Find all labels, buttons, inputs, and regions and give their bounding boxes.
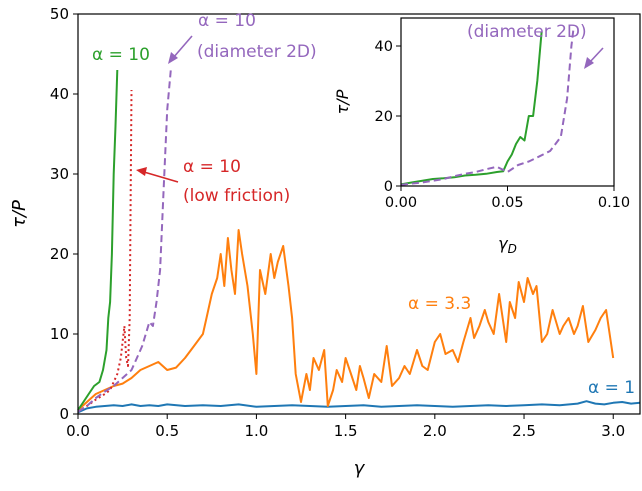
inset-background <box>399 16 616 188</box>
annotation-alpha10: α = 10 <box>92 45 150 65</box>
y-tick-label: 20 <box>50 245 69 263</box>
y-tick-label: 30 <box>50 165 69 183</box>
y-tick-label: 40 <box>50 85 69 103</box>
inset-series-line-alpha10 <box>400 31 543 186</box>
inset-arrow-head <box>584 57 594 69</box>
series-line-alpha10_low_friction <box>77 89 133 413</box>
inset-annotation-diameter2d: (diameter 2D) <box>467 22 587 42</box>
series-line-alpha1 <box>77 400 641 414</box>
arrow-low-friction-shaft <box>143 171 179 183</box>
x-tick-label: 2.5 <box>512 422 536 440</box>
arrow-diameter2d-head <box>168 52 178 64</box>
inset-y-tick-label: 40 <box>375 39 393 55</box>
x-tick-label: 3.0 <box>601 422 625 440</box>
inset-y-axis-label: τ/P <box>333 89 352 114</box>
arrow-diameter2d-shaft <box>172 35 193 59</box>
annotation-low-friction-line2: (low friction) <box>183 186 290 206</box>
annotation-alpha1: α = 1 <box>588 378 635 398</box>
annotation-alpha3-3: α = 3.3 <box>408 294 471 314</box>
y-tick-label: 0 <box>59 405 69 423</box>
annotation-diameter2d-line2: (diameter 2D) <box>197 42 317 62</box>
x-tick-label: 0.5 <box>155 422 179 440</box>
y-tick-label: 50 <box>50 5 69 23</box>
x-axis-label: γ <box>354 458 366 479</box>
inset-x-tick-label: 0.05 <box>491 195 523 211</box>
inset-x-tick-label: 0.10 <box>598 195 630 211</box>
inset-x-tick-label: 0.00 <box>385 195 417 211</box>
inset-arrow-shaft <box>588 47 604 64</box>
x-tick-label: 0.0 <box>66 422 90 440</box>
main-plot-frame <box>77 13 641 415</box>
arrow-low-friction-head <box>136 167 147 176</box>
inset-y-tick-label: 20 <box>375 109 393 125</box>
x-tick-label: 2.0 <box>423 422 447 440</box>
annotation-low-friction-line1: α = 10 <box>183 157 241 177</box>
series-line-alpha3_3 <box>77 229 615 411</box>
series-line-alpha10_diameter2d <box>77 69 172 413</box>
inset-y-tick-label: 0 <box>384 179 393 195</box>
annotation-diameter2d-line1: α = 10 <box>198 11 256 31</box>
x-tick-label: 1.5 <box>334 422 358 440</box>
inset-x-axis-label: γD <box>498 234 517 256</box>
y-axis-label: τ/P <box>9 200 30 228</box>
y-tick-label: 10 <box>50 325 69 343</box>
series-line-alpha10 <box>77 69 119 411</box>
x-tick-label: 1.0 <box>244 422 268 440</box>
